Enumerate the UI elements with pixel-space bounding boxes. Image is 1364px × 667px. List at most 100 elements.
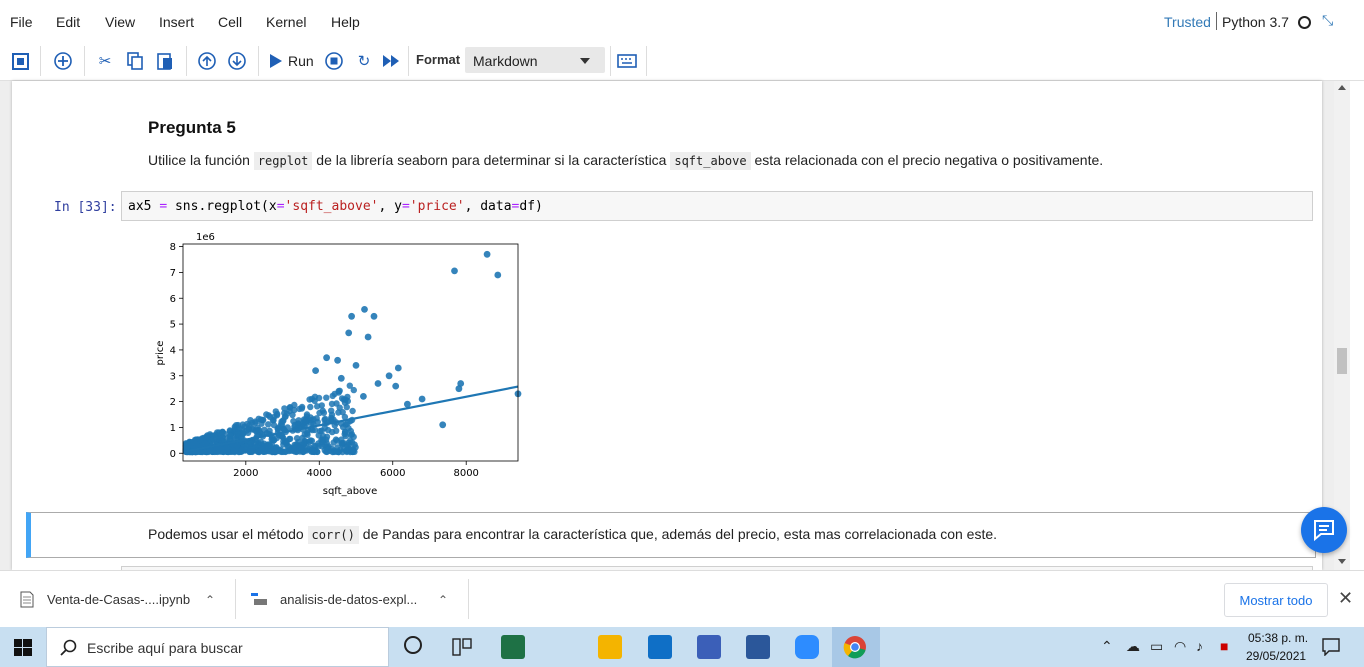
scatter-point (265, 421, 272, 428)
y-tick-label: 2 (170, 397, 176, 408)
scatter-point (494, 271, 502, 279)
chevron-up-icon[interactable]: ⌃ (205, 593, 216, 607)
taskbar-search-input[interactable]: Escribe aquí para buscar (46, 627, 389, 667)
paste-icon (157, 53, 172, 70)
code-token: , data (464, 199, 512, 214)
scatter-point (226, 427, 234, 434)
interrupt-button[interactable] (323, 50, 345, 72)
volume-icon[interactable]: ♪ (1196, 638, 1203, 654)
scatter-point (347, 427, 354, 435)
menubar: File Edit View Insert Cell Kernel Help T… (0, 0, 1364, 42)
task-view-icon[interactable] (452, 638, 472, 656)
scatter-point (206, 448, 213, 455)
menu-kernel[interactable]: Kernel (266, 14, 307, 30)
scatter-point (394, 364, 402, 372)
word-icon[interactable] (746, 635, 770, 659)
fullscreen-icon[interactable]: ⤡ (1322, 12, 1334, 28)
next-code-cell[interactable] (121, 566, 1313, 570)
chrome-active-tile[interactable] (832, 627, 880, 667)
move-up-button[interactable] (196, 50, 218, 72)
scatter-point (338, 440, 345, 447)
copy-button[interactable] (124, 50, 146, 72)
scatter-point (235, 430, 242, 438)
vertical-scrollbar[interactable] (1334, 81, 1350, 570)
scatter-point (323, 394, 330, 401)
language-icon[interactable]: ■ (1220, 638, 1229, 654)
excel-icon[interactable] (501, 635, 525, 659)
menu-view[interactable]: View (105, 14, 136, 30)
clock-date[interactable]: 29/05/2021 (1246, 649, 1307, 663)
close-icon[interactable]: ✕ (1338, 588, 1354, 608)
chevron-up-icon[interactable]: ⌃ (1101, 638, 1113, 654)
move-down-button[interactable] (226, 50, 248, 72)
file-explorer-icon[interactable] (598, 635, 622, 659)
scatter-point (230, 447, 238, 454)
scatter-point (404, 400, 411, 408)
cell-type-select[interactable]: Markdown (465, 47, 605, 73)
run-label[interactable]: Run (288, 53, 314, 69)
onedrive-icon[interactable]: ☁ (1126, 638, 1140, 654)
menu-file[interactable]: File (10, 14, 33, 30)
menu-edit[interactable]: Edit (56, 14, 81, 30)
scroll-down-icon[interactable] (1338, 559, 1346, 564)
scatter-point (302, 418, 309, 425)
search-icon (60, 639, 77, 656)
scroll-thumb[interactable] (1337, 348, 1347, 374)
zoom-icon[interactable] (795, 635, 819, 659)
code-cell-editor[interactable]: ax5 = sns.regplot(x='sqft_above', y='pri… (121, 191, 1313, 221)
kernel-name[interactable]: Python 3.7 (1222, 14, 1289, 30)
save-icon (11, 52, 29, 70)
cut-button[interactable]: ✂ (94, 50, 116, 72)
toolbar-separator (258, 46, 259, 76)
menu-insert[interactable]: Insert (159, 14, 195, 30)
code-token: , y (378, 199, 402, 214)
download-item-analisis[interactable]: analisis-de-datos-expl... ⌃ (236, 571, 468, 628)
paste-button[interactable] (154, 50, 176, 72)
code-string: 'sqft_above' (284, 199, 379, 214)
code-token: = (276, 199, 285, 214)
clock-time[interactable]: 05:38 p. m. (1248, 631, 1309, 645)
scatter-point (306, 396, 313, 403)
code-line[interactable]: ax5 = sns.regplot(x='sqft_above', y='pri… (128, 199, 543, 214)
download-name-1: Venta-de-Casas-....ipynb (47, 592, 191, 607)
trusted-indicator[interactable]: Trusted (1164, 14, 1211, 30)
toolbar-separator (186, 46, 187, 76)
scatter-point (341, 413, 349, 421)
chrome-icon (843, 636, 866, 659)
scatter-point (333, 427, 340, 434)
scatter-point (306, 438, 313, 445)
chat-button[interactable] (1301, 507, 1347, 553)
image-file-icon (251, 593, 267, 605)
menu-help[interactable]: Help (331, 14, 360, 30)
scatter-point (248, 448, 256, 455)
scatter-point (238, 446, 246, 454)
wifi-icon[interactable]: ◠ (1174, 638, 1187, 654)
insert-cell-button[interactable] (52, 50, 74, 72)
battery-icon[interactable]: ▭ (1150, 638, 1164, 654)
scatter-point (318, 427, 325, 434)
cortana-icon[interactable] (404, 636, 422, 654)
markdown-cell-selected[interactable]: Podemos usar el método corr() de Pandas … (26, 512, 1316, 558)
scatter-point (266, 441, 273, 448)
start-button[interactable] (0, 627, 46, 667)
show-all-button[interactable]: Mostrar todo (1224, 583, 1328, 617)
menu-cell[interactable]: Cell (218, 14, 243, 30)
run-button[interactable] (265, 50, 287, 72)
scroll-up-icon[interactable] (1338, 85, 1346, 90)
save-button[interactable] (9, 50, 31, 72)
scatter-point (385, 372, 393, 380)
scatter-point (223, 444, 230, 451)
scatter-point (360, 393, 367, 400)
scatter-point (271, 448, 278, 455)
mail-icon[interactable] (648, 635, 672, 659)
md1-text-mid: de la librería seaborn para determinar s… (312, 152, 671, 168)
restart-button[interactable]: ↻ (353, 50, 375, 72)
md2-text-pre: Podemos usar el método (148, 526, 308, 542)
scatter-point (247, 440, 254, 447)
download-item-ipynb[interactable]: Venta-de-Casas-....ipynb ⌃ (0, 571, 235, 628)
visio-icon[interactable] (697, 635, 721, 659)
chevron-up-icon[interactable]: ⌃ (438, 593, 449, 607)
command-palette-button[interactable] (616, 50, 638, 72)
notifications-icon[interactable] (1322, 638, 1340, 656)
restart-run-all-button[interactable] (380, 50, 402, 72)
